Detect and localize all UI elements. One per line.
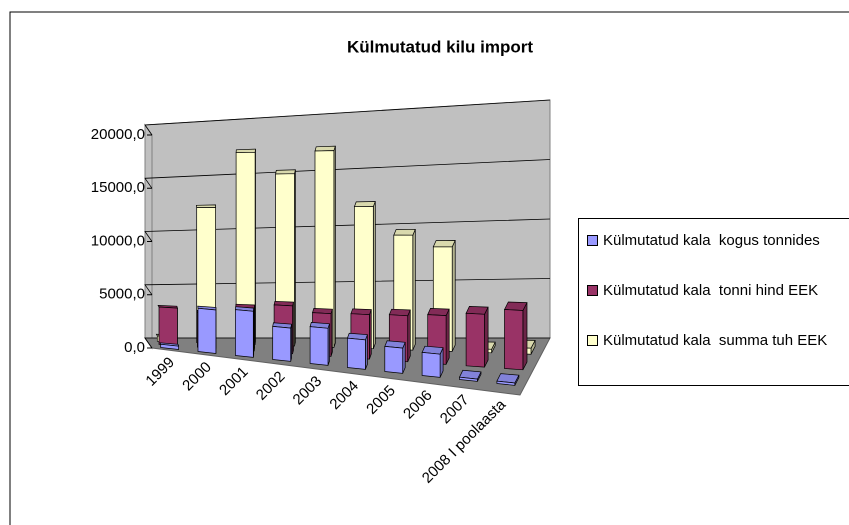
y-tick-label: 20000,0 <box>91 126 145 143</box>
bar <box>272 326 292 362</box>
bar-side <box>522 302 528 370</box>
bar-top <box>275 169 296 175</box>
legend-label: Külmutatud kala summa tuh EEK <box>603 332 828 349</box>
bar-top <box>353 201 376 208</box>
bar <box>309 326 329 366</box>
bar-top <box>465 306 489 315</box>
bar-side <box>412 229 416 351</box>
legend-label: Külmutatud kala tonni hind EEK <box>603 282 819 299</box>
bar-side <box>445 308 450 365</box>
bar <box>197 307 217 354</box>
bar-top <box>314 145 336 152</box>
legend: Külmutatud kala kogus tonnides Külmutatud… <box>578 218 849 386</box>
bar-side <box>407 309 411 362</box>
bar <box>158 306 178 347</box>
chart-title: Külmutatud kilu import <box>347 37 533 56</box>
grid-line <box>144 99 551 136</box>
bar-top <box>503 301 528 311</box>
y-tick-label: 5000,0 <box>99 286 145 303</box>
y-tick-label: 10000,0 <box>91 232 145 249</box>
bar <box>421 352 441 378</box>
legend-label: Külmutatud kala kogus tonnides <box>603 232 820 249</box>
y-tick-label: 15000,0 <box>91 179 145 196</box>
bar <box>347 337 366 370</box>
bar <box>459 376 478 382</box>
grid-line <box>144 159 551 189</box>
legend-swatch <box>587 285 598 296</box>
bar <box>496 380 516 386</box>
bar-top <box>432 240 456 248</box>
bar-side <box>484 306 489 368</box>
bar <box>384 346 404 374</box>
bar <box>465 312 485 368</box>
y-tick-label: 0,0 <box>124 339 145 356</box>
legend-swatch <box>587 335 598 346</box>
bar-side <box>451 240 456 352</box>
legend-swatch <box>587 235 598 246</box>
bar-top <box>393 228 416 236</box>
grid-line <box>144 218 551 242</box>
bar <box>235 309 254 358</box>
bar <box>160 343 179 350</box>
bar <box>504 309 524 371</box>
